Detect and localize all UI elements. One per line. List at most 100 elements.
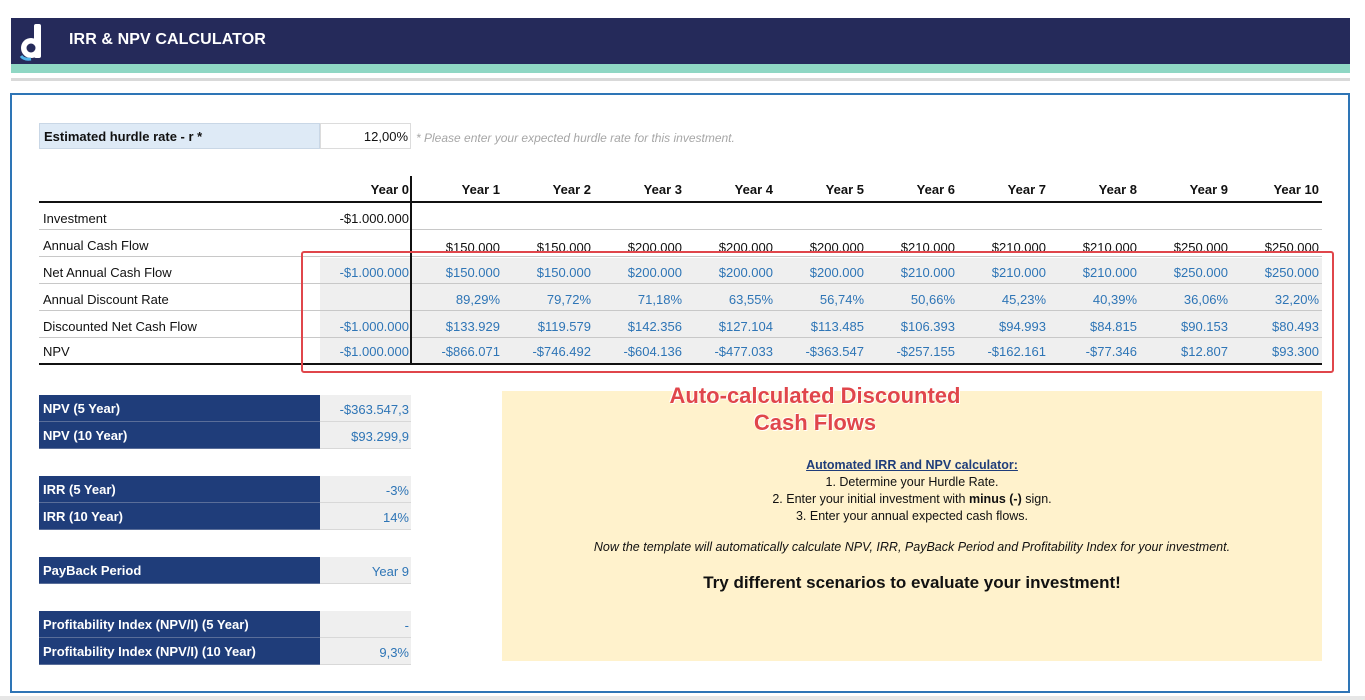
table-cell: $150.000: [445, 265, 500, 280]
table-cell: 71,18%: [637, 292, 682, 307]
header-accent-stripe: [11, 64, 1350, 73]
year-header: Year 8: [1098, 182, 1137, 197]
annotation-label: Auto-calculated Discounted Cash Flows: [630, 382, 1000, 436]
table-cell: $94.993: [999, 319, 1046, 334]
table-cell: $84.815: [1090, 319, 1137, 334]
table-cell: -$77.346: [1085, 344, 1137, 359]
header-rule: [39, 201, 1322, 203]
metric-value: -$363.547,3: [320, 395, 411, 422]
hurdle-rate-input[interactable]: 12,00%: [320, 123, 411, 149]
table-cell: 63,55%: [728, 292, 773, 307]
table-cell: $210.000: [1082, 265, 1137, 280]
year-header: Year 7: [1007, 182, 1046, 197]
row-divider: [39, 283, 1322, 284]
metric-label: NPV (10 Year): [39, 422, 320, 449]
calculator-frame: [10, 93, 1350, 693]
table-cell: $200.000: [809, 265, 864, 280]
row-label: Investment: [43, 211, 107, 226]
table-cell: -$604.136: [623, 344, 682, 359]
year-header: Year 2: [552, 182, 591, 197]
year0-shade: [320, 258, 410, 364]
year-header: Year 10: [1273, 182, 1319, 197]
table-cell: -$1.000.000: [339, 319, 409, 334]
metric-value: -: [320, 611, 411, 638]
year-header: Year 0: [370, 182, 409, 197]
table-cell: $90.153: [1181, 319, 1228, 334]
hurdle-rate-note: * Please enter your expected hurdle rate…: [416, 131, 735, 145]
row-divider: [39, 256, 1322, 257]
instruction-step-2-bold: minus (-): [968, 492, 1022, 506]
table-cell: 56,74%: [819, 292, 864, 307]
metric-value: $93.299,9: [320, 422, 411, 449]
year-header: Year 9: [1189, 182, 1228, 197]
year0-separator: [410, 176, 412, 364]
table-cell: -$477.033: [714, 344, 773, 359]
table-cell: -$1.000.000: [339, 265, 409, 280]
app-title: IRR & NPV CALCULATOR: [69, 31, 266, 48]
table-cell: -$162.161: [987, 344, 1046, 359]
metric-label: IRR (5 Year): [39, 476, 320, 503]
table-cell: -$1.000.000: [339, 344, 409, 359]
table-cell: $93.300: [1272, 344, 1319, 359]
table-cell: $106.393: [900, 319, 955, 334]
metric-value: -3%: [320, 476, 411, 503]
instruction-step-2: 2. Enter your initial investment with mi…: [502, 492, 1322, 506]
instructions-title: Automated IRR and NPV calculator:: [806, 458, 1018, 472]
table-cell: -$257.155: [896, 344, 955, 359]
table-cell: -$746.492: [532, 344, 591, 359]
year-header: Year 4: [734, 182, 773, 197]
table-cell: 89,29%: [455, 292, 500, 307]
year-header: Year 6: [916, 182, 955, 197]
table-cell: $250.000: [1173, 265, 1228, 280]
row-divider: [39, 310, 1322, 311]
row-label: Annual Cash Flow: [43, 238, 149, 253]
table-cell: $210.000: [991, 265, 1046, 280]
annotation-line-1: Auto-calculated Discounted: [669, 383, 961, 408]
instructions-cta: Try different scenarios to evaluate your…: [703, 573, 1121, 592]
table-cell: 40,39%: [1092, 292, 1137, 307]
instruction-step-1: 1. Determine your Hurdle Rate.: [825, 475, 999, 489]
row-label: Net Annual Cash Flow: [43, 265, 172, 280]
table-cell: 36,06%: [1183, 292, 1228, 307]
row-label: Discounted Net Cash Flow: [43, 319, 197, 334]
table-cell: 50,66%: [910, 292, 955, 307]
table-cell: -$866.071: [441, 344, 500, 359]
instruction-step-2-end: sign.: [1021, 492, 1052, 506]
row-divider: [39, 229, 1322, 230]
app-header: [11, 18, 1350, 64]
instruction-step-2-text: 2. Enter your initial investment with: [772, 492, 969, 506]
table-cell: $133.929: [445, 319, 500, 334]
calculated-rows-highlight: [301, 251, 1334, 373]
row-divider: [39, 337, 1322, 338]
metric-label: IRR (10 Year): [39, 503, 320, 530]
table-cell: $150.000: [536, 265, 591, 280]
table-cell[interactable]: -$1.000.000: [339, 211, 409, 226]
d-logo-icon: [19, 24, 41, 61]
metric-label: Profitability Index (NPV/I) (5 Year): [39, 611, 320, 638]
table-cell: $250.000: [1264, 265, 1319, 280]
instruction-step-3: 3. Enter your annual expected cash flows…: [795, 509, 1029, 523]
year-header: Year 3: [643, 182, 682, 197]
instructions-box: Automated IRR and NPV calculator: 1. Det…: [502, 391, 1322, 661]
table-cell: 32,20%: [1274, 292, 1319, 307]
header-divider: [11, 78, 1350, 81]
table-cell: $210.000: [900, 265, 955, 280]
table-cell: -$363.547: [805, 344, 864, 359]
table-cell: $12.807: [1181, 344, 1228, 359]
metric-label: PayBack Period: [39, 557, 320, 584]
bottom-divider: [0, 696, 1365, 700]
year-header: Year 5: [825, 182, 864, 197]
table-cell: $119.579: [537, 319, 591, 334]
instructions-auto-note: Now the template will automatically calc…: [593, 540, 1231, 554]
metric-value: Year 9: [320, 557, 411, 584]
table-cell: $142.356: [627, 319, 682, 334]
table-cell: $200.000: [718, 265, 773, 280]
metric-label: Profitability Index (NPV/I) (10 Year): [39, 638, 320, 665]
table-cell: 79,72%: [546, 292, 591, 307]
annotation-line-2: Cash Flows: [753, 410, 877, 435]
table-cell: $200.000: [627, 265, 682, 280]
table-cell: $113.485: [810, 319, 864, 334]
row-label: Annual Discount Rate: [43, 292, 169, 307]
metric-label: NPV (5 Year): [39, 395, 320, 422]
